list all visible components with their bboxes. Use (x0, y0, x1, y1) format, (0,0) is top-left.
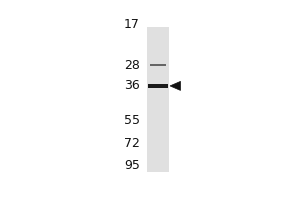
Bar (148, 84, 168, 88)
Bar (150, 64, 166, 66)
Bar (147, 27, 169, 172)
Text: 28: 28 (124, 59, 140, 72)
Polygon shape (170, 81, 181, 90)
Text: 95: 95 (124, 159, 140, 172)
Text: 17: 17 (124, 18, 140, 31)
Text: 72: 72 (124, 137, 140, 150)
Text: 55: 55 (124, 114, 140, 127)
Text: 36: 36 (124, 79, 140, 92)
